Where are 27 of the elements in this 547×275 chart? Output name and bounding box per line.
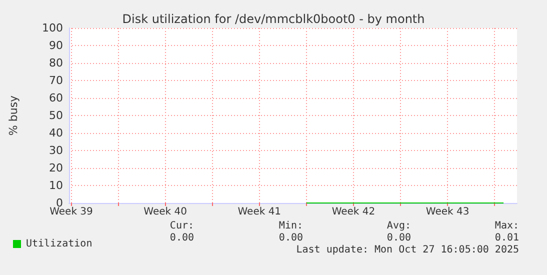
x-tick-label: Week 42 xyxy=(332,206,376,218)
y-tick-label: 40 xyxy=(49,126,63,140)
text: 0.00 xyxy=(278,232,304,244)
text: Last update: Mon Oct 27 16:05:00 2025 xyxy=(296,244,520,256)
text: Avg: xyxy=(386,220,412,232)
legend-label: Utilization xyxy=(26,238,92,250)
y-tick-label: 100 xyxy=(42,22,63,34)
x-tick-label: Week 40 xyxy=(144,206,187,218)
y-tick-label: 90 xyxy=(49,39,63,52)
text: 0.00 xyxy=(170,232,194,244)
text: 0.00 xyxy=(386,232,412,244)
y-tick-label: 10 xyxy=(49,179,63,192)
text: Max: xyxy=(494,220,520,232)
y-axis-title: % busy xyxy=(7,94,20,136)
y-tick-label: 60 xyxy=(49,92,63,104)
x-tick-label: Week 39 xyxy=(50,206,93,218)
text: Min: xyxy=(278,220,304,232)
text: 0.01 xyxy=(494,232,520,244)
x-tick-label: Week 41 xyxy=(238,206,282,218)
y-tick-label: 70 xyxy=(49,74,63,87)
y-tick-label: 20 xyxy=(49,162,63,174)
text: Cur: xyxy=(170,220,194,232)
y-tick-label: 50 xyxy=(49,109,63,122)
y-tick-label: 30 xyxy=(49,144,63,157)
chart-title: Disk utilization for /dev/mmcblk0boot0 - by month xyxy=(122,12,425,26)
x-tick-label: Week 43 xyxy=(426,206,470,218)
y-tick-label: 80 xyxy=(49,56,63,70)
